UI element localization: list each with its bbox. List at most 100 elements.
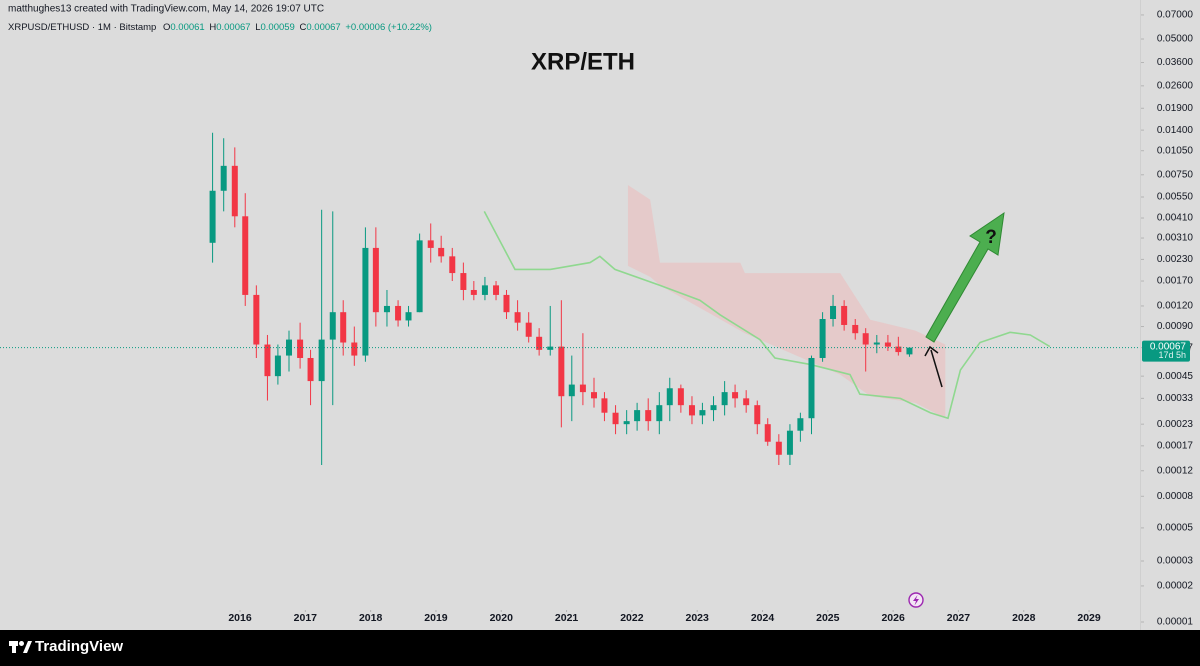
x-tick-label: 2019 [424, 612, 448, 624]
brand-logo [9, 641, 32, 653]
logo-part [23, 641, 32, 653]
lagging-line [483, 210, 1051, 420]
candle-body [732, 392, 739, 399]
candle-body [318, 339, 325, 382]
candle-body [242, 216, 249, 295]
symbol: XRPUSD/ETHUSD · 1M · Bitstamp [8, 22, 156, 33]
x-tick-label: 2026 [881, 612, 905, 624]
symbol-legend: XRPUSD/ETHUSD · 1M · Bitstamp O0.00061 H… [8, 22, 432, 33]
candle-body [383, 305, 390, 313]
candle-body [372, 247, 379, 313]
x-tick-label: 2018 [359, 612, 383, 624]
candle-body [449, 256, 456, 274]
y-tick-label: 0.00017 [1157, 440, 1194, 451]
candle-body [286, 339, 293, 356]
footer-bar [0, 630, 1200, 666]
y-tick-label: 0.00310 [1157, 233, 1194, 244]
y-tick-label: 0.00002 [1157, 581, 1194, 592]
y-tick-label: 0.00003 [1157, 556, 1194, 567]
candle-body [470, 289, 477, 295]
y-tick-label: 0.00120 [1157, 301, 1194, 312]
x-tick-label: 2022 [620, 612, 644, 624]
candle-body [503, 294, 510, 313]
plot-area [0, 132, 1140, 466]
y-tick-label: 0.05000 [1157, 34, 1194, 45]
candle-body [591, 392, 598, 399]
candle-body [677, 388, 684, 406]
x-tick-label: 2024 [751, 612, 775, 624]
candle-body [231, 165, 238, 217]
candle-body [351, 342, 358, 356]
ohlc-letter: C [299, 22, 306, 33]
candle-body [362, 247, 369, 356]
candle-body [264, 344, 271, 377]
logo-part [19, 641, 24, 646]
candle-body [906, 347, 913, 355]
candle-body [340, 312, 347, 343]
candle-body [873, 342, 880, 345]
candle-body [656, 405, 663, 422]
candle-body [754, 405, 761, 425]
candle-body [579, 384, 586, 393]
annotations: ? [908, 211, 1005, 608]
ohlc-value: 0.00067 [216, 22, 250, 33]
black-arrow [930, 349, 943, 388]
y-tick-label: 0.00012 [1157, 465, 1194, 476]
y-tick-label: 0.00033 [1157, 393, 1194, 404]
y-tick-label: 0.00230 [1157, 254, 1194, 265]
chart-title: XRP/ETH [531, 48, 635, 75]
y-tick-label: 0.00045 [1157, 371, 1194, 382]
candle-body [274, 355, 281, 377]
y-tick-label: 0.00001 [1157, 617, 1194, 628]
y-tick-label: 0.02600 [1157, 80, 1194, 91]
ohlc-letter: H [209, 22, 216, 33]
candle-body [775, 441, 782, 455]
candle-body [558, 346, 565, 397]
background [0, 0, 1200, 630]
candle-body [764, 424, 771, 442]
candle-body [536, 336, 543, 350]
candle-body [721, 392, 728, 406]
y-tick-label: 0.00090 [1157, 321, 1194, 332]
event-icon-bolt [913, 595, 919, 606]
x-tick-label: 2016 [228, 612, 252, 624]
ohlc-value: 0.00059 [261, 22, 295, 33]
price-label-box [1142, 340, 1190, 362]
candle-body [460, 273, 467, 290]
candle-body [568, 384, 575, 397]
candle-body [895, 346, 902, 353]
candle-body [884, 342, 891, 347]
candle-body [405, 312, 412, 321]
candle-body [862, 333, 869, 345]
y-tick-label: 0.00550 [1157, 192, 1194, 203]
candle-body [634, 410, 641, 422]
y-tick-label: 0.01400 [1157, 125, 1194, 136]
y-tick-label: 0.01900 [1157, 103, 1194, 114]
x-tick-label: 2023 [686, 612, 710, 624]
candle-body [623, 421, 630, 425]
candle-body [481, 285, 488, 295]
candle-body [514, 312, 521, 323]
candle-body [525, 322, 532, 337]
annotation-text: ? [985, 227, 997, 248]
ohlc-letter: L [255, 22, 260, 33]
x-tick-label: 2025 [816, 612, 840, 624]
candle-body [601, 398, 608, 413]
brand-name: TradingView [35, 638, 123, 655]
candle-body [220, 165, 227, 191]
attribution: matthughes13 created with TradingView.co… [8, 4, 324, 15]
candle-body [438, 247, 445, 257]
x-tick-label: 2029 [1077, 612, 1101, 624]
candle-body [416, 240, 423, 313]
candle-body [819, 319, 826, 358]
candle-body [786, 430, 793, 455]
candle-body [852, 324, 859, 334]
ohlc-value: 0.00067 [306, 22, 340, 33]
candle-body [830, 305, 837, 320]
candle-body [699, 410, 706, 416]
candle-body [645, 410, 652, 422]
candle-body [427, 240, 434, 248]
candle-body [395, 305, 402, 321]
